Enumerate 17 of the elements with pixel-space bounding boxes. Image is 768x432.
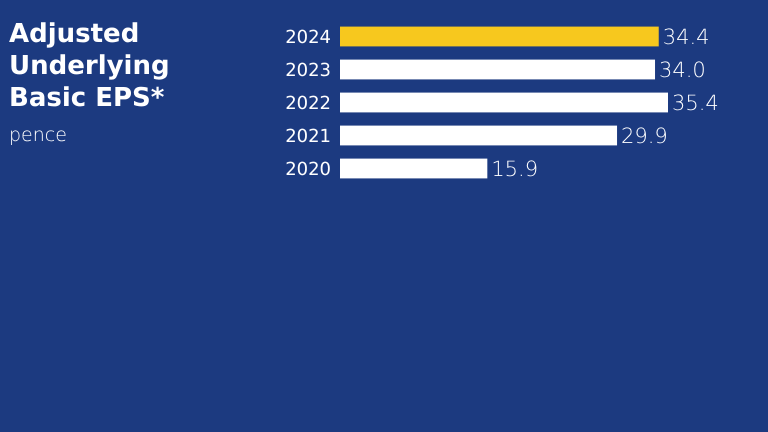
- bar: [340, 158, 488, 178]
- bar: [340, 126, 618, 146]
- text: Adjusted Underlying Basic EPS*: [9, 19, 170, 113]
- bar: [340, 92, 668, 112]
- data-label: 34.0: [659, 58, 706, 82]
- data-label: 34.4: [662, 25, 710, 50]
- y-tick-label: 2020: [285, 158, 331, 180]
- data-label: 35.4: [672, 91, 719, 116]
- y-tick-label: 2024: [285, 26, 331, 48]
- bar: [340, 60, 656, 80]
- y-tick-label: 2021: [285, 126, 331, 147]
- text: pence: [9, 124, 67, 146]
- data-label: 29.9: [621, 124, 668, 148]
- data-label: 15.9: [491, 157, 538, 182]
- y-tick-label: 2022: [285, 92, 331, 114]
- bar: [340, 26, 659, 46]
- y-tick-label: 2023: [285, 60, 331, 81]
